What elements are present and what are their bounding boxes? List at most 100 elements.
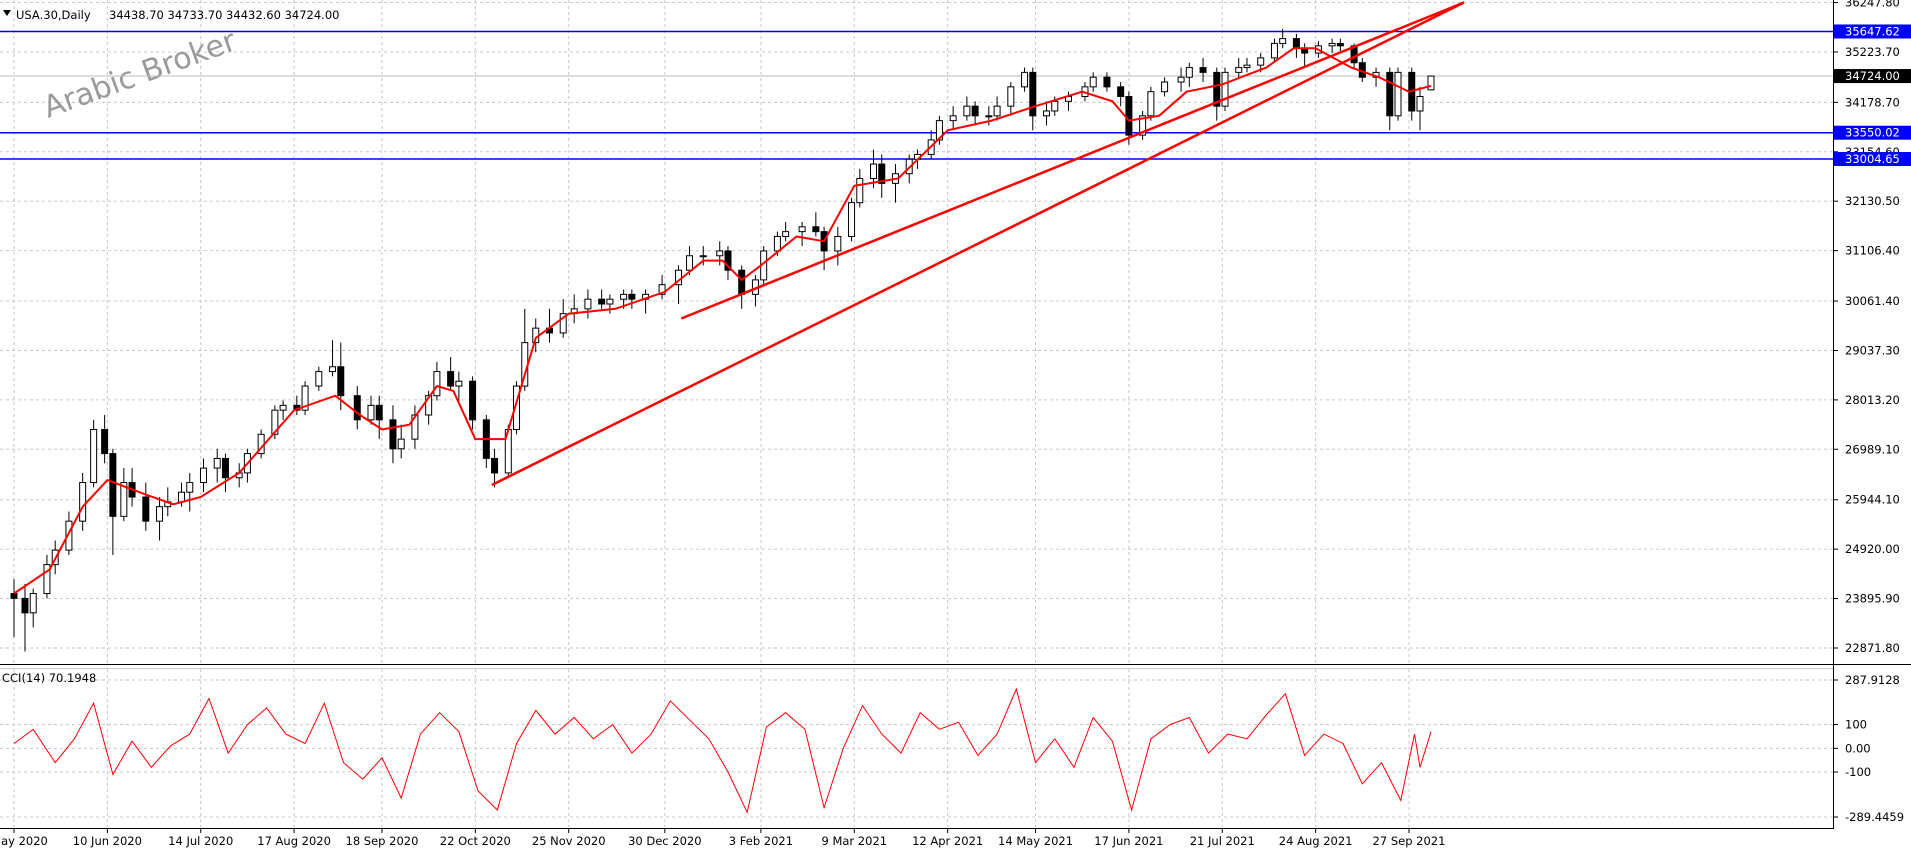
candle-body [491, 457, 499, 474]
candle-body [425, 395, 433, 416]
current-price-label: 34724.00 [1845, 69, 1900, 83]
candle-body [782, 231, 790, 237]
candle-body [389, 419, 397, 450]
candle-body [375, 404, 383, 421]
level-tag [1834, 24, 1911, 39]
candle-body [1029, 71, 1037, 117]
candle-body [985, 115, 993, 118]
candle-body [949, 115, 957, 122]
candle-body [628, 293, 636, 300]
cci-tick-label: 100 [1845, 718, 1867, 732]
time-tick-label: 21 Jul 2021 [1190, 834, 1255, 848]
level-tag [1834, 125, 1911, 140]
candle-body [1007, 86, 1015, 107]
candle-body [935, 120, 943, 141]
time-axis[interactable]: 7 May 2020 10 Jun 2020 14 Jul 2020 17 Aug 2… [0, 828, 1445, 848]
time-tick-label: 25 Nov 2020 [532, 834, 606, 848]
time-tick-label: 17 Aug 2020 [257, 834, 331, 848]
candle-body [1117, 86, 1125, 98]
candle-body [856, 178, 864, 204]
level-lines[interactable] [0, 30, 1833, 160]
trendlines[interactable] [491, 1, 1465, 487]
cci-line [13, 687, 1432, 814]
candle-body [1279, 38, 1287, 44]
candle-body [559, 313, 567, 334]
time-tick-label: 27 Sep 2021 [1373, 834, 1446, 848]
candle-body [178, 491, 186, 503]
trendline [491, 1, 1465, 487]
level-label: 35647.62 [1845, 24, 1900, 38]
indicator-axis[interactable]: 287.9128 100 0.00 -100 -289.4459 [1833, 673, 1904, 824]
candle-body [848, 202, 856, 237]
candle-body [1051, 100, 1059, 112]
moving-average-line [13, 47, 1432, 595]
price-tick-label: 25944.10 [1845, 493, 1900, 507]
candle-body [90, 428, 98, 484]
candle-body [447, 371, 455, 387]
price-tick-label: 34178.70 [1845, 95, 1900, 109]
candle-body [658, 284, 666, 295]
candle-body [79, 482, 87, 522]
cci-tick-label: 0.00 [1845, 741, 1871, 755]
candle-body [1292, 38, 1300, 49]
candle-body [433, 371, 441, 397]
candle-body [1243, 64, 1251, 69]
price-tick-label: 36247.80 [1845, 0, 1900, 10]
price-tick-label: 28013.20 [1845, 393, 1900, 407]
candle-body [620, 293, 628, 300]
price-tick-label: 23895.90 [1845, 592, 1900, 606]
candle-body [699, 255, 707, 258]
price-tick-label: 24920.00 [1845, 542, 1900, 556]
time-tick-label: 30 Dec 2020 [628, 834, 701, 848]
candle-body [221, 457, 229, 479]
candle-body [337, 366, 345, 397]
level-tags: 35647.62 33550.02 33004.65 34724.00 [1834, 24, 1911, 167]
candle-body [120, 482, 128, 517]
price-axis[interactable]: 36247.8035223.7034178.7033154.6032130.50… [1833, 0, 1900, 655]
candle-body [1235, 67, 1243, 73]
candle-body [834, 235, 842, 252]
current-price-tag [1834, 69, 1911, 84]
candle-body [798, 226, 806, 233]
candle-body [397, 438, 405, 450]
candle-body [1177, 76, 1185, 83]
candle-body [878, 163, 886, 184]
candle-body [1021, 71, 1029, 88]
candle-body [1139, 115, 1147, 136]
candle-body [186, 482, 194, 493]
candle-body [1213, 71, 1221, 107]
ohlc-values: 34438.70 34733.70 34432.60 34724.00 [109, 8, 339, 22]
candle-body [156, 506, 164, 522]
candle-body [1416, 96, 1424, 112]
candle-body [1386, 71, 1394, 117]
candle-body [1161, 81, 1169, 93]
candle-body [606, 298, 614, 305]
candle-body [598, 298, 606, 305]
candle-body [213, 457, 221, 469]
candle-body [1185, 67, 1193, 78]
price-tick-label: 26989.10 [1845, 442, 1900, 456]
price-tick-label: 22871.80 [1845, 641, 1900, 655]
candle-body [1199, 67, 1207, 73]
level-label: 33004.65 [1845, 152, 1900, 166]
candle-body [315, 371, 323, 387]
candle-body [584, 298, 592, 310]
candle-body [993, 105, 1001, 117]
chart-menu-arrow-icon[interactable] [3, 10, 11, 16]
candle-body [716, 250, 724, 257]
candle-body [301, 385, 309, 411]
time-tick-label: 3 Feb 2021 [729, 834, 793, 848]
candle-body [455, 380, 463, 387]
price-tick-label: 35223.70 [1845, 45, 1900, 59]
candle-body [1328, 42, 1336, 47]
candle-body [1147, 91, 1155, 117]
level-tag [1834, 152, 1911, 167]
symbol-label: USA.30,Daily [16, 8, 91, 22]
candle-body [686, 255, 694, 271]
main-grid [0, 0, 1833, 664]
watermark: Arabic Broker [39, 23, 242, 125]
candle-body [329, 366, 337, 373]
candle-body [1394, 71, 1402, 117]
